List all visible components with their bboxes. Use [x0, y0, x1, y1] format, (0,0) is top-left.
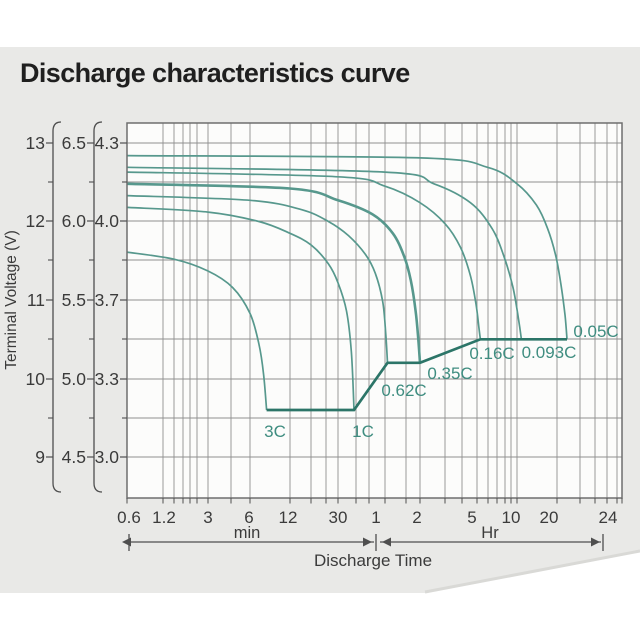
x-tick-label: 5	[467, 508, 476, 527]
discharge-curve-0.093C	[126, 166, 523, 340]
cutoff-line	[266, 337, 567, 412]
y-tick-label: 9	[35, 447, 45, 467]
y-axis-scales: 13 12 11 10 9 6.5 6.0 5.5 5.0 4.5 4.3 4.0 3.7 3.3 3.0	[26, 121, 127, 493]
discharge-curve-0.62C	[126, 194, 389, 363]
y-tick-label: 4.0	[95, 211, 120, 231]
x-tick-label: 1.2	[152, 508, 176, 527]
x-axis: 0.6 1.2 3 6 12 30 1 2 5 10 20 24	[117, 498, 623, 527]
plot-background	[127, 123, 622, 498]
x-tick-label: 2	[412, 508, 421, 527]
x-tick-label: 20	[540, 508, 559, 527]
y-scale-12V-battery: 13 12 11 10 9	[26, 121, 62, 493]
x-tick-label: 30	[329, 508, 348, 527]
curve-label-0.16C: 0.16C	[469, 344, 514, 363]
arrowhead	[591, 537, 600, 547]
curve-label-0.62C: 0.62C	[381, 381, 426, 400]
y-tick-label: 4.5	[62, 447, 86, 467]
y-tick-label: 3.7	[95, 290, 119, 310]
y-tick-label: 12	[26, 211, 45, 231]
arrowhead	[122, 537, 131, 547]
y-tick-label: 6.0	[62, 211, 87, 231]
plot-frame	[126, 122, 623, 499]
y-tick-label: 5.0	[62, 369, 87, 389]
cutoff-voltage-line	[266, 337, 567, 412]
y-tick-label: 4.3	[95, 133, 119, 153]
y-axis-title: Terminal Voltage (V)	[3, 230, 20, 370]
y-tick-label: 10	[26, 369, 46, 389]
y-tick-label: 11	[27, 290, 45, 310]
x-tick-label: 12	[279, 508, 298, 527]
discharge-curve-0.05C	[126, 154, 568, 340]
y-scale-6V-battery: 6.5 6.0 5.5 5.0 4.5	[62, 121, 103, 493]
curve-label-0.35C: 0.35C	[427, 364, 472, 383]
discharge-curve-3C	[126, 251, 268, 411]
y-tick-label: 6.5	[62, 133, 86, 153]
discharge-curves	[126, 154, 568, 411]
y-scale-line	[52, 121, 62, 493]
x-axis-title: Discharge Time	[314, 551, 432, 570]
x-tick-label: 24	[599, 508, 618, 527]
discharge-curve-0.16C	[126, 171, 482, 340]
y-scale-line	[93, 121, 103, 493]
x-tick-label: 0.6	[117, 508, 141, 527]
page-edge-highlight	[424, 549, 640, 594]
time-unit-arrows	[122, 534, 604, 551]
curve-label-1C: 1C	[352, 422, 374, 441]
x-unit-hr-label: Hr	[481, 524, 499, 542]
chart-title: Discharge characteristics curve	[20, 58, 410, 88]
x-tick-label: 10	[502, 508, 521, 527]
x-tick-label: 1	[371, 508, 380, 527]
y-tick-label: 5.5	[62, 290, 86, 310]
plot-border	[126, 122, 623, 499]
plot-area	[127, 123, 622, 498]
arrowhead	[382, 537, 391, 547]
discharge-curve-0.35C	[126, 182, 422, 363]
y-scale-per-cell: 4.3 4.0 3.7 3.3 3.0	[95, 133, 127, 467]
page-edge-line	[424, 549, 640, 594]
curve-label-0.093C: 0.093C	[522, 343, 577, 362]
y-tick-label: 13	[26, 133, 45, 153]
y-tick-label: 3.3	[95, 369, 119, 389]
x-tick-label: 3	[203, 508, 212, 527]
discharge-curve-1C	[126, 206, 355, 411]
curve-label-3C: 3C	[264, 422, 286, 441]
x-tick-label: 6	[244, 508, 253, 527]
curve-label-0.05C: 0.05C	[573, 322, 618, 341]
x-unit-min-label: min	[234, 524, 261, 542]
arrowhead	[363, 537, 372, 547]
y-tick-label: 3.0	[95, 447, 120, 467]
